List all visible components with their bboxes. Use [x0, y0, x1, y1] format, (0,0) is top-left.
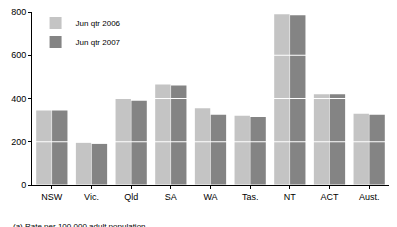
- svg-text:WA: WA: [203, 192, 217, 202]
- svg-text:ACT: ACT: [321, 192, 340, 202]
- svg-text:800: 800: [11, 7, 26, 17]
- svg-text:Vic.: Vic.: [84, 192, 99, 202]
- svg-text:Jun qtr 2007: Jun qtr 2007: [76, 38, 121, 47]
- svg-text:(a) Rate per 100,000 adult pop: (a) Rate per 100,000 adult population.: [13, 222, 148, 227]
- svg-text:600: 600: [11, 50, 26, 60]
- svg-text:NT: NT: [284, 192, 296, 202]
- svg-text:NSW: NSW: [41, 192, 63, 202]
- svg-text:400: 400: [11, 94, 26, 104]
- svg-text:Qld: Qld: [124, 192, 138, 202]
- svg-text:Tas.: Tas.: [242, 192, 259, 202]
- svg-text:SA: SA: [165, 192, 177, 202]
- svg-text:Aust.: Aust.: [359, 192, 380, 202]
- svg-text:200: 200: [11, 137, 26, 147]
- svg-text:Jun qtr 2006: Jun qtr 2006: [76, 19, 121, 28]
- svg-text:0: 0: [21, 180, 26, 190]
